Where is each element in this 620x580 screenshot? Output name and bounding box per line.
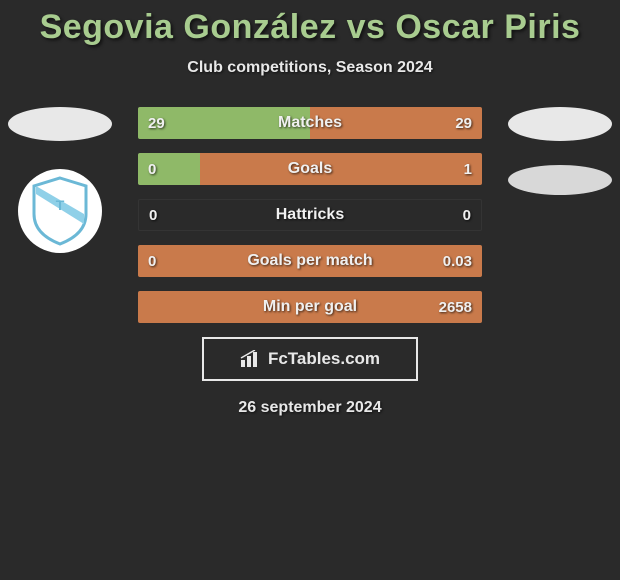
- stat-bars-container: 29Matches290Goals10Hattricks00Goals per …: [138, 107, 482, 323]
- svg-text:T: T: [56, 197, 65, 213]
- club-shield-icon: T: [30, 176, 90, 246]
- date-text: 26 september 2024: [0, 399, 620, 417]
- stat-value-right: 2658: [439, 291, 472, 323]
- page-title: Segovia González vs Oscar Piris: [0, 0, 620, 47]
- stat-row: 0Hattricks0: [138, 199, 482, 231]
- stat-label: Min per goal: [138, 291, 482, 323]
- stat-label: Goals per match: [138, 245, 482, 277]
- brand-text: FcTables.com: [268, 349, 380, 369]
- player-left-club-logo: T: [18, 169, 102, 253]
- player-left-avatar: [8, 107, 112, 141]
- player-right-avatar: [508, 107, 612, 141]
- stat-label: Goals: [138, 153, 482, 185]
- stat-value-right: 1: [464, 153, 472, 185]
- bar-chart-icon: [240, 350, 262, 368]
- stat-row: Min per goal2658: [138, 291, 482, 323]
- stat-value-right: 0.03: [443, 245, 472, 277]
- stat-value-right: 29: [455, 107, 472, 139]
- brand-box[interactable]: FcTables.com: [202, 337, 418, 381]
- comparison-content: T 29Matches290Goals10Hattricks00Goals pe…: [0, 107, 620, 417]
- player-right-club-logo: [508, 165, 612, 195]
- stat-value-right: 0: [463, 200, 471, 230]
- stat-row: 0Goals per match0.03: [138, 245, 482, 277]
- subtitle: Club competitions, Season 2024: [0, 59, 620, 77]
- stat-label: Matches: [138, 107, 482, 139]
- stat-row: 0Goals1: [138, 153, 482, 185]
- stat-label: Hattricks: [139, 200, 481, 230]
- stat-row: 29Matches29: [138, 107, 482, 139]
